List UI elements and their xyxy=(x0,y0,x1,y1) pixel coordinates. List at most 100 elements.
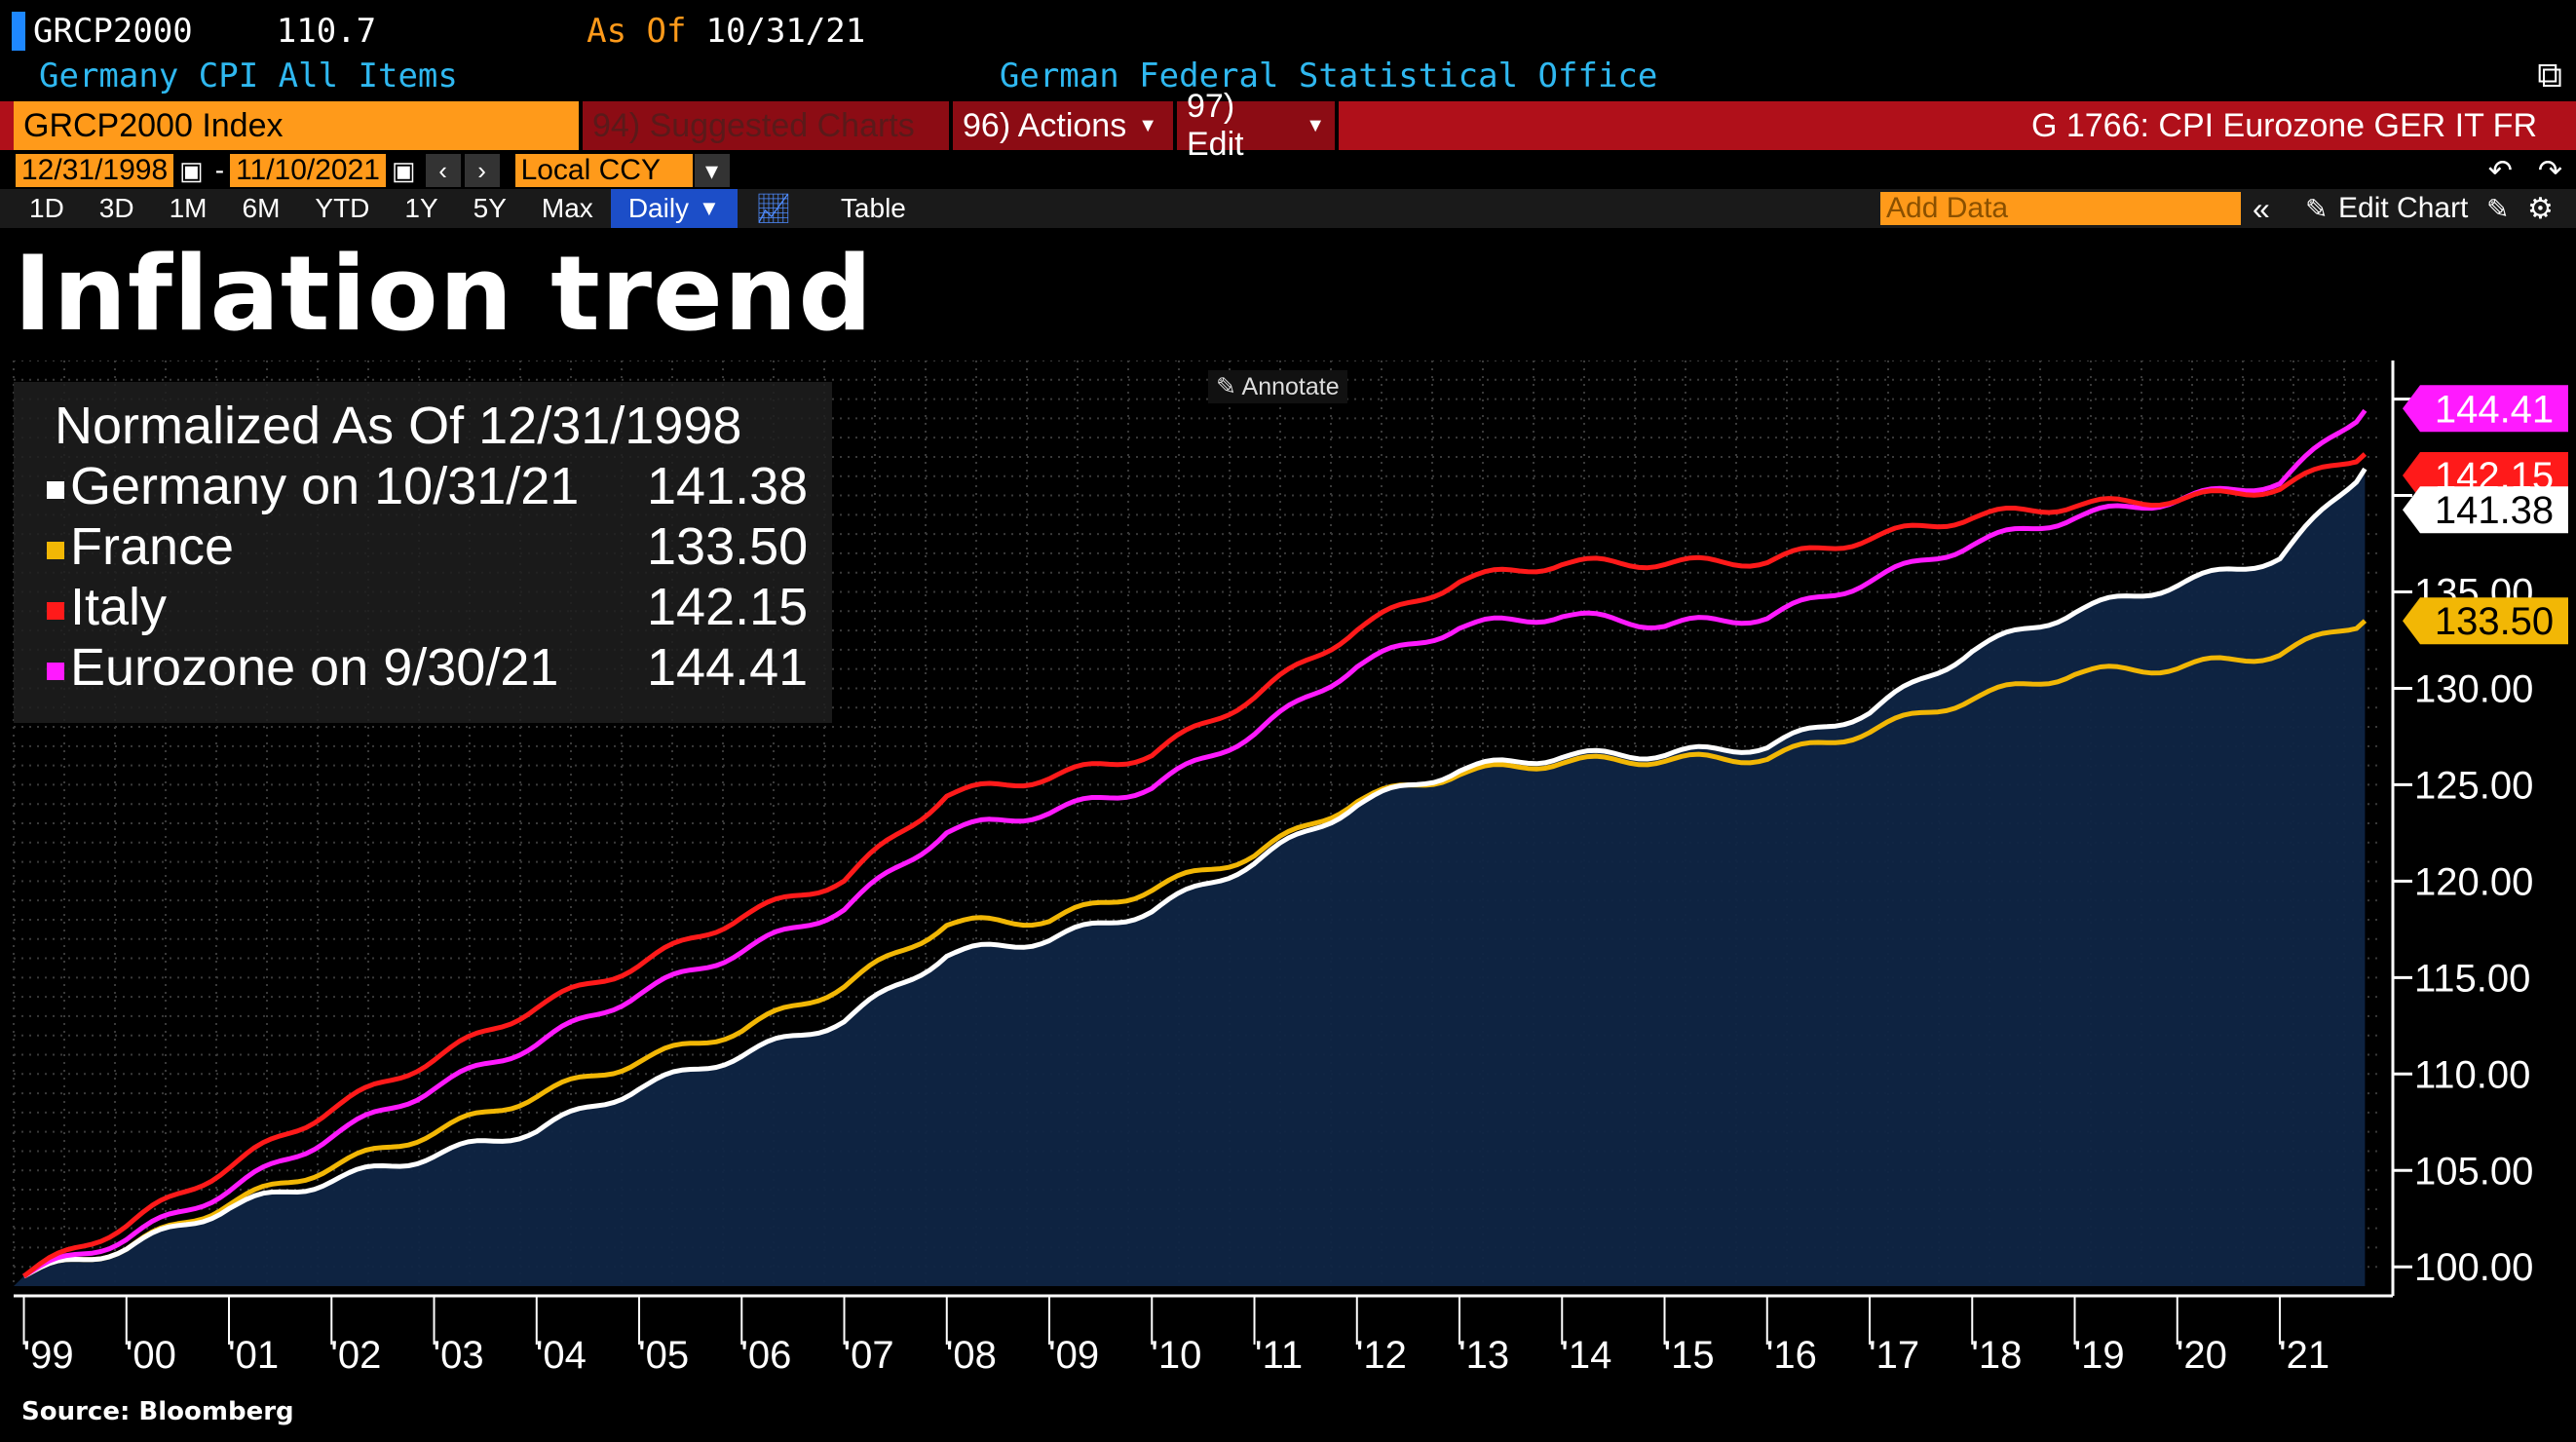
y-tick-label: 120.00 xyxy=(2414,860,2533,903)
legend-swatch xyxy=(47,662,64,680)
y-tick-label: 105.00 xyxy=(2414,1150,2533,1193)
legend-value: 133.50 xyxy=(647,517,809,576)
series-line-eurozone xyxy=(22,408,2368,1278)
y-tick-label: 110.00 xyxy=(2414,1053,2530,1096)
range-1m-button[interactable]: 1M xyxy=(169,193,208,223)
range-1d-button[interactable]: 1D xyxy=(29,193,64,223)
x-tick-label: '01 xyxy=(228,1334,279,1377)
x-tick-label: '18 xyxy=(1971,1334,2022,1377)
range-max-button[interactable]: Max xyxy=(541,193,593,223)
x-tick-label: '12 xyxy=(1356,1334,1407,1377)
collapse-icon[interactable]: « xyxy=(2253,190,2270,226)
security-header: GRCP2000 110.7 As Of 10/31/21 xyxy=(0,10,2576,53)
series-line-germany xyxy=(22,467,2368,1279)
end-label-box xyxy=(2403,385,2568,433)
legend-item-france[interactable]: France xyxy=(47,516,234,577)
end-label-text: 133.50 xyxy=(2435,600,2554,643)
index-name[interactable]: GRCP2000 Index xyxy=(14,101,579,150)
legend-value: 142.15 xyxy=(647,578,809,636)
chevron-down-icon[interactable]: ▾ xyxy=(694,154,730,187)
actions-menu[interactable]: 96) Actions ▼ xyxy=(949,101,1173,150)
x-tick-label: '06 xyxy=(740,1334,791,1377)
edit-menu[interactable]: 97) Edit ▼ xyxy=(1173,88,1339,163)
chevron-down-icon: ▼ xyxy=(1306,114,1325,136)
calendar-icon[interactable]: ▣ xyxy=(391,155,416,185)
frequency-select[interactable]: Daily ▼ xyxy=(610,189,738,228)
x-tick-label: '04 xyxy=(536,1334,587,1377)
x-tick-label: '10 xyxy=(1151,1334,1201,1377)
legend-item-germany[interactable]: Germany on 10/31/21 xyxy=(47,456,579,516)
end-label-box xyxy=(2403,597,2568,645)
legend-swatch xyxy=(47,541,64,559)
popout-icon[interactable]: ⧉ xyxy=(2537,56,2562,95)
table-button[interactable]: Table xyxy=(840,193,906,223)
range-6m-button[interactable]: 6M xyxy=(242,193,281,223)
x-tick-label: '99 xyxy=(22,1334,73,1377)
range-5y-button[interactable]: 5Y xyxy=(473,193,507,223)
chevron-right-icon[interactable]: › xyxy=(464,154,500,187)
legend-value: 144.41 xyxy=(647,638,809,697)
chart-id: G 1766: CPI Eurozone GER IT FR xyxy=(2030,106,2537,144)
source-note: Source: Bloomberg xyxy=(21,1397,294,1426)
add-data-input[interactable]: Add Data xyxy=(1880,192,2241,225)
calendar-icon[interactable]: ▣ xyxy=(179,155,204,185)
legend-label: Italy xyxy=(70,578,168,636)
range-1y-button[interactable]: 1Y xyxy=(404,193,438,223)
chevron-left-icon[interactable]: ‹ xyxy=(425,154,461,187)
germany-area xyxy=(14,469,2366,1286)
legend-swatch xyxy=(47,480,64,499)
y-tick-label: 115.00 xyxy=(2414,957,2530,1000)
range-3d-button[interactable]: 3D xyxy=(98,193,134,223)
suggested-charts-button[interactable]: 94) Suggested Charts xyxy=(579,101,949,150)
x-tick-label: '21 xyxy=(2279,1334,2330,1377)
end-label-eurozone: 144.41 xyxy=(2403,385,2568,433)
series-lines xyxy=(21,408,2368,1279)
x-tick-label: '13 xyxy=(1458,1334,1509,1377)
source-organization: German Federal Statistical Office xyxy=(999,57,1658,95)
inflation-chart: 100.00 105.00 110.00 115.00 120.00 125.00 130.… xyxy=(13,360,2568,1377)
annotate-label: Annotate xyxy=(1241,373,1340,400)
legend-label: France xyxy=(70,517,235,576)
end-label-france: 133.50 xyxy=(2403,597,2568,645)
line-chart-icon[interactable]: 📈︎ xyxy=(754,192,792,225)
annotate-button[interactable]: ✎ Annotate xyxy=(1208,370,1347,403)
currency-select[interactable]: Local CCY xyxy=(514,154,693,187)
end-label-box xyxy=(2403,486,2568,534)
end-label-text: 141.38 xyxy=(2435,489,2554,532)
x-tick-label: '08 xyxy=(946,1334,997,1377)
legend-item-italy[interactable]: Italy xyxy=(47,577,167,637)
x-tick-label: '07 xyxy=(843,1334,893,1377)
series-line-italy xyxy=(21,452,2368,1278)
edit-icon[interactable]: ✎ xyxy=(2486,193,2510,224)
end-label-text: 144.41 xyxy=(2435,388,2554,431)
legend-title: Normalized As Of 12/31/1998 xyxy=(55,397,742,455)
end-label-germany: 141.38 xyxy=(2403,486,2568,534)
description-row: Germany CPI All Items German Federal Sta… xyxy=(0,55,2576,97)
undo-icon[interactable]: ↶ xyxy=(2487,154,2513,187)
gear-icon[interactable]: ⚙ xyxy=(2527,192,2554,225)
function-toolbar: GRCP2000 Index 94) Suggested Charts 96) … xyxy=(0,88,2576,163)
range-bar: 1D 3D 1M 6M YTD 1Y 5Y Max Daily ▼ 📈︎ Tabl… xyxy=(0,189,2576,228)
x-tick-label: '19 xyxy=(2073,1334,2124,1377)
ticker[interactable]: GRCP2000 xyxy=(33,12,193,51)
start-date-field[interactable]: 12/31/1998 xyxy=(16,154,174,187)
x-tick-label: '00 xyxy=(126,1334,176,1377)
headline: Inflation trend xyxy=(14,234,874,354)
x-tick-label: '14 xyxy=(1561,1334,1611,1377)
range-ytd-button[interactable]: YTD xyxy=(315,193,370,223)
x-tick-label: '15 xyxy=(1663,1334,1714,1377)
actions-label: 96) Actions xyxy=(963,106,1127,144)
redo-icon[interactable]: ↷ xyxy=(2537,154,2562,187)
date-separator: - xyxy=(214,155,225,185)
x-tick-label: '09 xyxy=(1048,1334,1099,1377)
end-date-field[interactable]: 11/10/2021 xyxy=(230,154,386,187)
date-range-bar: 12/31/1998 ▣ - 11/10/2021 ▣ ‹ › Local CC… xyxy=(0,152,2576,189)
chart-legend: Normalized As Of 12/31/1998 Germany on 1… xyxy=(14,382,832,723)
germany-area-fill xyxy=(14,469,2366,1286)
x-tick-label: '17 xyxy=(1869,1334,1919,1377)
ticker-marker xyxy=(12,12,25,51)
y-tick-label: 100.00 xyxy=(2414,1246,2533,1289)
edit-chart-button[interactable]: Edit Chart xyxy=(2338,192,2469,224)
legend-item-eurozone[interactable]: Eurozone on 9/30/21 xyxy=(47,637,558,698)
